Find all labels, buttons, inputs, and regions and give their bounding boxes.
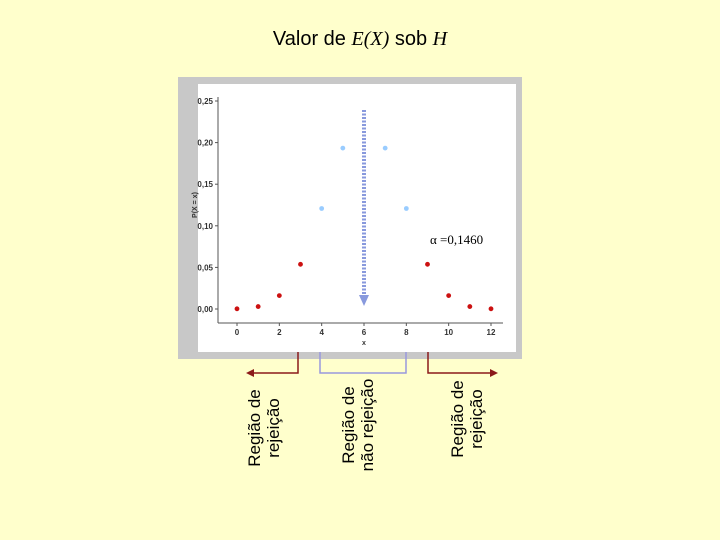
right-rejection-line1: Região de [448, 380, 467, 458]
non-rejection-line2: não rejeição [358, 378, 377, 472]
y-tick-label: 0,15 [197, 180, 213, 189]
non-rejection-line1: Região de [339, 386, 358, 464]
x-tick-label: 0 [235, 328, 240, 337]
left-rejection-label: Região de rejeição [245, 378, 283, 478]
right-rejection-label: Região de rejeição [448, 369, 486, 469]
plot-background [198, 84, 516, 352]
x-axis-label: x [362, 340, 366, 347]
x-tick-label: 4 [319, 328, 324, 337]
rejection-point [488, 306, 494, 312]
x-tick-label: 10 [444, 328, 453, 337]
acceptance-point [382, 145, 388, 151]
y-tick-label: 0,20 [197, 139, 213, 148]
rejection-point [425, 261, 430, 267]
rejection-point [234, 306, 240, 312]
chart-svg: 0,00 0,05 0,10 0,15 0,20 0,25 0 2 4 6 8 10 12 x P(X = … [192, 84, 516, 352]
right-rejection-line2: rejeição [467, 389, 486, 449]
non-rejection-label: Região de não rejeição [339, 367, 377, 483]
rejection-point [276, 293, 282, 299]
y-tick-label: 0,05 [197, 263, 213, 272]
x-tick-label: 6 [362, 328, 367, 337]
x-tick-label: 2 [277, 328, 282, 337]
y-tick-label: 0,00 [197, 305, 213, 314]
x-tick-label: 8 [404, 328, 409, 337]
expected-value-arrow-head [359, 295, 369, 306]
chart-title: Valor de E(X) sob H [0, 28, 720, 51]
rejection-point [298, 261, 303, 267]
rejection-point [255, 304, 261, 309]
rejection-point [467, 304, 473, 309]
y-axis-label: P(X = x) [192, 192, 199, 218]
left-rejection-line2: rejeição [264, 398, 283, 458]
acceptance-point [319, 206, 325, 211]
title-hypothesis: H [432, 28, 448, 50]
rejection-point [446, 293, 452, 299]
acceptance-point [403, 206, 409, 211]
alpha-annotation: α =0,1460 [430, 232, 483, 247]
title-middle: sob [389, 28, 433, 50]
title-expression: E(X) [351, 28, 390, 50]
plot-frame: 0,00 0,05 0,10 0,15 0,20 0,25 0 2 4 6 8 10 12 x P(X = … [178, 77, 522, 359]
acceptance-point [340, 145, 346, 151]
left-rejection-arrowhead [246, 369, 254, 377]
y-tick-label: 0,25 [197, 97, 213, 106]
right-rejection-arrowhead [490, 369, 498, 377]
title-prefix: Valor de [272, 28, 352, 50]
left-rejection-line1: Região de [245, 389, 264, 467]
y-tick-label: 0,10 [197, 222, 213, 231]
x-tick-label: 12 [487, 328, 496, 337]
